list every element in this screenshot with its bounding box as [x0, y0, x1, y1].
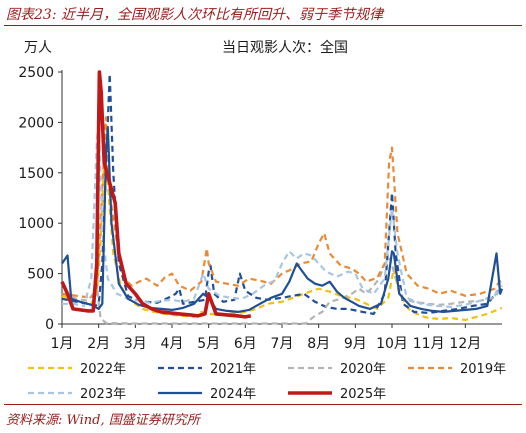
legend: 2022年 2021年 2020年 2019年 2023年 2024年 2025年	[28, 362, 506, 402]
legend-label: 2021年	[210, 362, 256, 377]
legend-label: 2025年	[340, 387, 386, 402]
x-tick-label: 12月	[449, 336, 481, 352]
source-note: 资料来源: Wind, 国盛证券研究所	[6, 413, 200, 428]
x-tick-label: 2月	[87, 336, 110, 352]
x-tick-label: 6月	[234, 336, 257, 352]
chart-title: 当日观影人次：全国	[222, 40, 348, 56]
legend-label: 2020年	[340, 362, 386, 377]
axes: 0 500 1000 1500 2000 2500 1月 2月 3月 4月 5月 6月 7月 8月 9月 10…	[18, 65, 502, 352]
legend-label: 2019年	[460, 362, 506, 377]
y-tick-label: 2000	[18, 115, 54, 131]
y-tick-label: 2500	[18, 65, 54, 81]
x-tick-label: 10月	[376, 336, 408, 352]
series-line-2020年	[61, 257, 503, 325]
x-tick-label: 9月	[344, 336, 367, 352]
x-tick-label: 5月	[197, 336, 220, 352]
series-line-2019年	[61, 116, 503, 299]
series-line-2025年	[60, 70, 252, 319]
series-line-2021年	[61, 72, 503, 315]
legend-label: 2022年	[80, 362, 126, 377]
x-tick-label: 11月	[413, 336, 445, 352]
x-tick-label: 1月	[51, 336, 74, 352]
y-tick-label: 1000	[18, 216, 54, 232]
y-tick-label: 1500	[18, 166, 54, 182]
series-line-2023年	[62, 116, 504, 308]
x-tick-label: 7月	[271, 336, 294, 352]
x-tick-label: 8月	[307, 336, 330, 352]
legend-label: 2023年	[80, 387, 126, 402]
figure-title: 图表23: 近半月，全国观影人次环比有所回升、弱于季节规律	[6, 7, 383, 23]
y-axis-unit: 万人	[24, 40, 52, 56]
series-line-2024年	[61, 126, 504, 313]
source-rule	[4, 404, 522, 405]
title-rule	[4, 25, 522, 26]
x-tick-label: 4月	[161, 336, 184, 352]
legend-label: 2024年	[210, 387, 256, 402]
y-tick-label: 500	[27, 267, 54, 283]
series-lines	[60, 70, 504, 325]
y-tick-label: 0	[45, 317, 54, 333]
x-tick-label: 3月	[124, 336, 147, 352]
